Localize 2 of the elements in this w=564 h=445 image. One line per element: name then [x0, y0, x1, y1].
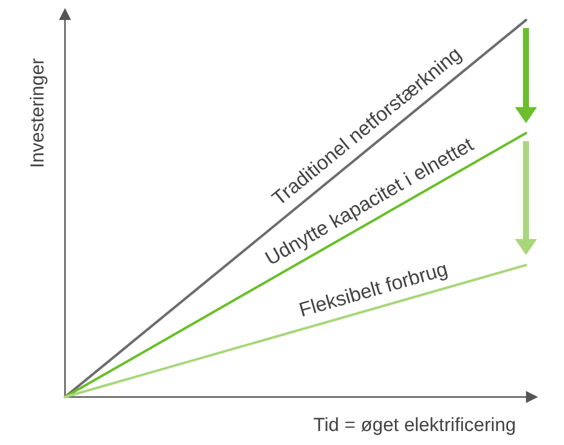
x-axis-title: Tid = øget elektrificering: [313, 415, 516, 436]
y-axis-title: Investeringer: [28, 57, 48, 168]
